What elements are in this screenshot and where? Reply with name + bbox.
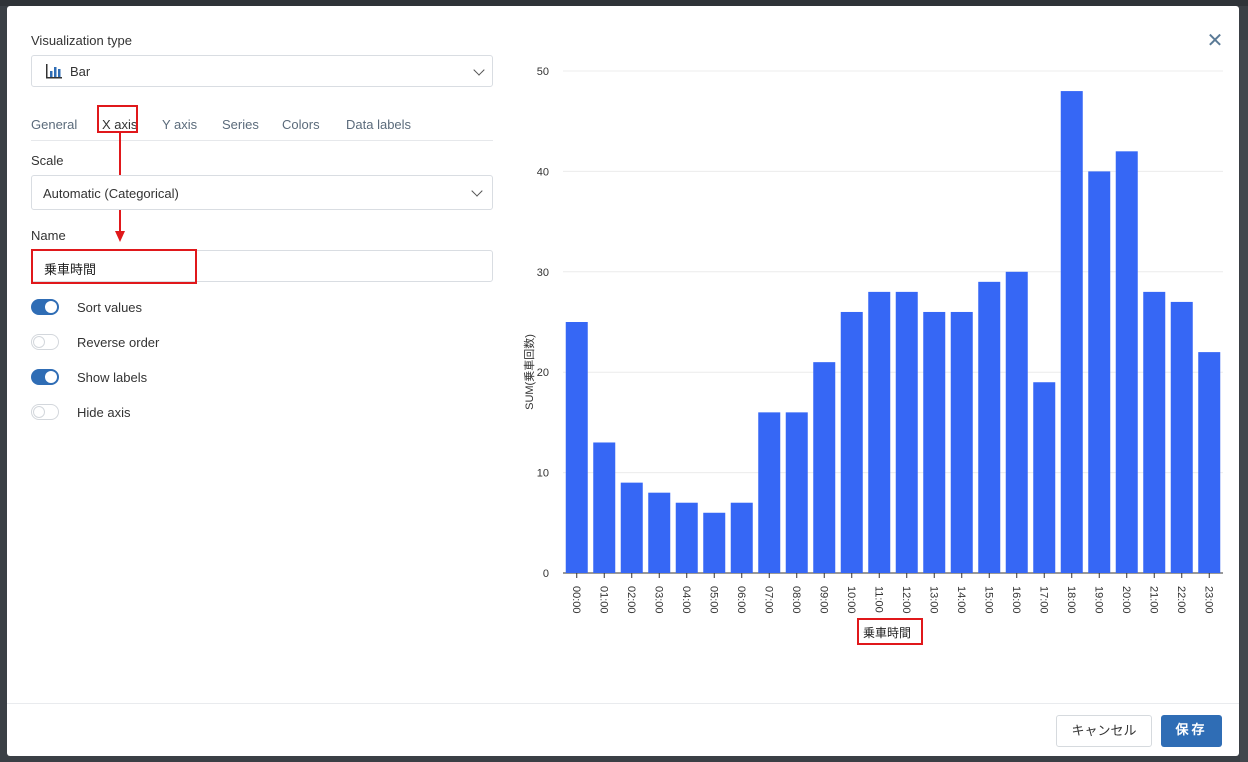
bar (813, 362, 836, 573)
x-tick-label: 08:00 (790, 586, 802, 614)
bar (620, 482, 643, 573)
x-tick-label: 20:00 (1120, 586, 1132, 614)
visualization-type-value: Bar (70, 64, 91, 79)
x-tick-label: 23:00 (1202, 586, 1214, 614)
x-tick-label: 04:00 (680, 586, 692, 614)
x-tick-label: 18:00 (1065, 586, 1077, 614)
x-axis-title-highlight (857, 618, 923, 645)
show-labels-toggle[interactable] (31, 369, 59, 385)
bar (840, 311, 863, 573)
bar (785, 412, 808, 573)
scale-select[interactable]: Automatic (Categorical) (31, 175, 493, 210)
tab-data-labels[interactable]: Data labels (346, 117, 412, 132)
x-tick-label: 11:00 (872, 586, 884, 613)
y-tick-label: 0 (543, 568, 549, 580)
hide-axis-toggle[interactable] (31, 404, 59, 420)
x-tick-label: 22:00 (1175, 586, 1187, 614)
sort-values-label: Sort values (77, 300, 143, 315)
bar (648, 492, 671, 573)
save-button[interactable]: 保存 (1161, 715, 1222, 747)
bar (868, 291, 891, 573)
bar (1198, 352, 1221, 573)
bar (1088, 171, 1111, 573)
x-tick-label: 00:00 (570, 586, 582, 614)
chevron-down-icon (473, 64, 485, 76)
bar (923, 311, 946, 573)
visualization-type-label: Visualization type (31, 33, 132, 48)
tab-general[interactable]: General (31, 117, 78, 132)
backdrop (0, 0, 1248, 6)
x-tick-label: 10:00 (845, 586, 857, 614)
y-tick-label: 30 (537, 267, 549, 279)
show-labels-label: Show labels (77, 370, 148, 385)
y-tick-label: 20 (537, 367, 549, 379)
visualization-editor-dialog: ✕ Visualization type Bar General X axis … (7, 6, 1239, 756)
tab-colors[interactable]: Colors (282, 117, 320, 132)
tab-x-axis[interactable]: X axis (102, 117, 138, 132)
reverse-order-toggle[interactable] (31, 334, 59, 350)
cancel-button[interactable]: キャンセル (1056, 715, 1152, 747)
name-label: Name (31, 228, 66, 243)
x-tick-label: 09:00 (817, 586, 829, 614)
chevron-down-icon (471, 185, 483, 197)
bar-chart: 0 10 20 30 40 50 00:00 01:00 02:00 03:00 04:00 05:0… (522, 66, 1223, 614)
tab-series[interactable]: Series (222, 117, 259, 132)
x-tick-label: 17:00 (1037, 586, 1049, 614)
tab-y-axis[interactable]: Y axis (162, 117, 198, 132)
x-axis-tab-highlight (97, 105, 138, 133)
x-tick-label: 07:00 (762, 586, 774, 614)
bar (730, 502, 753, 573)
bar-chart-icon (46, 64, 62, 79)
bar (895, 291, 918, 573)
page-scrollbar[interactable] (1240, 40, 1248, 762)
y-axis-title: SUM(乗車回数) (522, 334, 536, 410)
x-tick-label: 01:00 (597, 586, 609, 614)
bar (565, 322, 588, 573)
scale-value: Automatic (Categorical) (43, 186, 179, 201)
bar (950, 311, 973, 573)
visualization-type-select[interactable]: Bar (31, 55, 493, 87)
bar (593, 442, 616, 573)
reverse-order-label: Reverse order (77, 335, 160, 350)
bar (1033, 382, 1056, 573)
scale-label: Scale (31, 153, 64, 168)
close-icon[interactable]: ✕ (1206, 28, 1224, 52)
x-tick-label: 12:00 (900, 586, 912, 614)
x-tick-label: 15:00 (982, 586, 994, 614)
hide-axis-label: Hide axis (77, 405, 131, 420)
bar (1060, 91, 1083, 573)
x-tick-label: 06:00 (735, 586, 747, 614)
x-tick-label: 03:00 (652, 586, 664, 614)
bar (758, 412, 781, 573)
bar (675, 502, 698, 573)
y-tick-label: 50 (537, 66, 549, 78)
x-tick-label: 19:00 (1092, 586, 1104, 614)
x-axis-title: 乗車時間 (863, 626, 912, 640)
x-tick-label: 05:00 (707, 586, 719, 614)
bar (703, 512, 726, 573)
bar (978, 281, 1001, 573)
bar (1115, 151, 1138, 573)
x-tick-label: 13:00 (927, 586, 939, 614)
y-tick-label: 10 (537, 468, 549, 480)
axis-name-value: 乗車時間 (44, 262, 97, 277)
x-tick-label: 02:00 (625, 586, 637, 614)
footer-divider (7, 703, 1239, 704)
bar (1170, 301, 1193, 573)
y-tick-label: 40 (537, 166, 549, 178)
x-tick-label: 21:00 (1147, 586, 1159, 614)
name-input-highlight (31, 249, 197, 284)
sort-values-toggle[interactable] (31, 299, 59, 315)
settings-tabs: General X axis Y axis Series Colors Data… (31, 112, 493, 141)
x-tick-label: 14:00 (955, 586, 967, 614)
bar (1005, 271, 1028, 573)
x-tick-label: 16:00 (1010, 586, 1022, 614)
bar (1143, 291, 1166, 573)
